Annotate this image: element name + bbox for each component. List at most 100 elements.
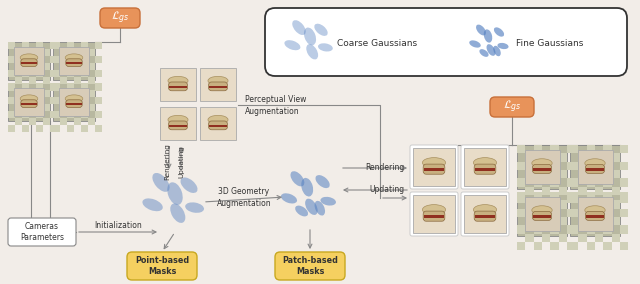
Bar [612, 217, 620, 225]
Bar [67, 103, 82, 105]
Text: Coarse Gaussians: Coarse Gaussians [337, 39, 417, 47]
Bar [567, 178, 575, 187]
Bar [570, 145, 579, 153]
FancyBboxPatch shape [66, 100, 82, 107]
Bar [604, 225, 612, 234]
Bar [587, 195, 595, 203]
Bar [595, 234, 604, 242]
Bar [517, 145, 567, 189]
Bar [612, 200, 620, 209]
Bar [534, 195, 542, 203]
Ellipse shape [497, 43, 509, 49]
Bar [464, 148, 506, 186]
Text: Updating: Updating [369, 185, 404, 195]
Bar [67, 56, 74, 63]
Bar [29, 118, 36, 125]
Bar [22, 97, 29, 104]
FancyBboxPatch shape [586, 212, 605, 220]
Bar [88, 63, 95, 70]
Bar [525, 187, 534, 195]
Ellipse shape [301, 178, 313, 197]
Bar [95, 42, 102, 49]
Bar [534, 192, 542, 200]
Bar [604, 145, 612, 153]
Bar [60, 47, 89, 76]
Bar [567, 242, 575, 250]
FancyBboxPatch shape [586, 164, 605, 173]
Ellipse shape [304, 28, 316, 45]
Bar [620, 209, 628, 217]
Ellipse shape [532, 206, 552, 215]
Bar [53, 56, 60, 63]
Bar [620, 195, 628, 203]
Bar [22, 84, 29, 91]
Bar [620, 162, 628, 170]
Bar [50, 97, 57, 104]
Ellipse shape [307, 44, 318, 59]
FancyBboxPatch shape [423, 211, 445, 221]
Bar [475, 216, 495, 218]
FancyBboxPatch shape [20, 100, 37, 107]
Bar [53, 83, 95, 121]
Ellipse shape [291, 171, 305, 186]
Bar [604, 162, 612, 170]
FancyBboxPatch shape [461, 145, 509, 189]
Bar [95, 56, 102, 63]
Bar [542, 234, 550, 242]
FancyBboxPatch shape [532, 164, 552, 173]
Bar [67, 62, 82, 64]
Bar [60, 63, 67, 70]
Bar [587, 209, 595, 217]
Ellipse shape [422, 204, 445, 215]
FancyBboxPatch shape [209, 121, 227, 130]
Bar [525, 217, 534, 225]
Bar [550, 192, 559, 200]
Bar [67, 111, 74, 118]
Bar [43, 49, 50, 56]
Bar [29, 90, 36, 97]
Ellipse shape [295, 206, 308, 216]
Bar [22, 111, 29, 118]
Bar [550, 162, 559, 170]
Bar [67, 83, 74, 90]
Bar [160, 107, 196, 140]
FancyBboxPatch shape [265, 8, 627, 76]
Bar [14, 47, 44, 76]
Bar [169, 125, 187, 127]
Bar [95, 97, 102, 104]
Bar [570, 225, 579, 234]
Bar [559, 234, 567, 242]
Bar [53, 70, 60, 77]
Ellipse shape [314, 201, 325, 216]
Bar [534, 225, 542, 234]
Bar [570, 192, 620, 236]
Ellipse shape [65, 54, 83, 62]
Bar [88, 104, 95, 111]
Bar [43, 90, 50, 97]
Ellipse shape [168, 76, 188, 85]
Bar [587, 192, 595, 200]
FancyBboxPatch shape [20, 59, 37, 66]
Bar [612, 170, 620, 178]
Bar [579, 217, 587, 225]
FancyBboxPatch shape [490, 97, 534, 117]
Bar [525, 153, 534, 162]
FancyBboxPatch shape [66, 59, 82, 66]
Ellipse shape [180, 178, 198, 193]
FancyBboxPatch shape [8, 218, 76, 246]
Bar [475, 168, 495, 171]
Bar [595, 187, 604, 195]
Bar [570, 145, 620, 189]
Text: Point-based
Masks: Point-based Masks [135, 256, 189, 276]
Bar [612, 153, 620, 162]
Text: Augmentation: Augmentation [245, 106, 300, 116]
Bar [29, 104, 36, 111]
Bar [81, 97, 88, 104]
Bar [200, 68, 236, 101]
Bar [74, 77, 81, 84]
Bar [43, 77, 50, 84]
Bar [81, 125, 88, 132]
Bar [8, 97, 15, 104]
Bar [570, 195, 579, 203]
Bar [550, 242, 559, 250]
